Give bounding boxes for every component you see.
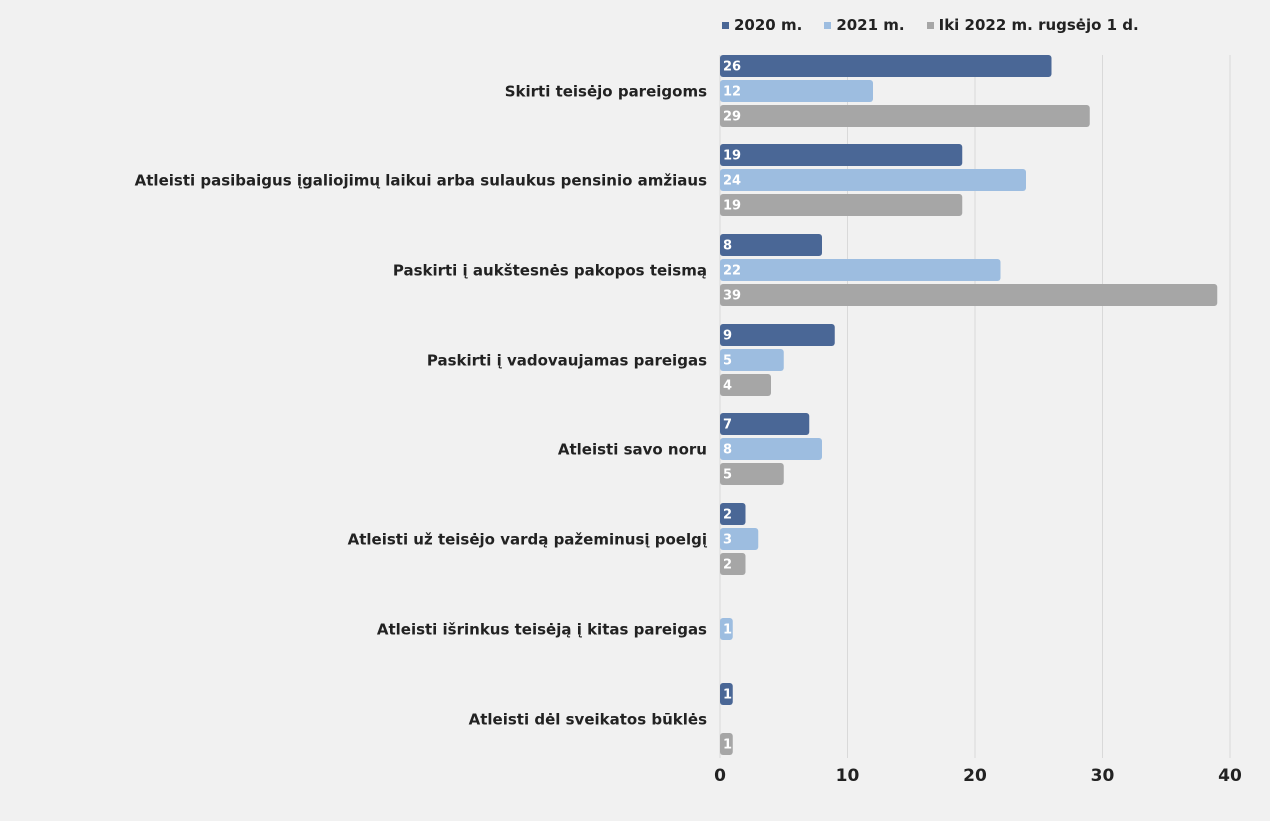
bar [720,169,1026,191]
bar [720,374,771,396]
bar [720,438,822,460]
data-label: 2 [723,558,732,573]
bar [720,324,835,346]
bar [720,144,963,166]
data-label: 24 [723,174,741,189]
legend-label-2022: Iki 2022 m. rugsėjo 1 d. [938,16,1139,34]
data-label: 12 [723,85,741,100]
data-label: 26 [723,60,741,75]
data-label: 1 [723,688,732,703]
legend-item-2020: 2020 m. [722,16,802,34]
bar [720,553,746,575]
bar [720,618,733,640]
data-label: 5 [723,468,732,483]
data-label: 39 [723,289,741,304]
data-label: 9 [723,329,732,344]
legend-swatch-2020 [722,21,729,29]
data-label: 4 [723,379,732,394]
bar [720,55,1052,77]
data-label: 1 [723,738,732,753]
x-tick-label: 40 [1218,766,1242,786]
x-tick-label: 30 [1091,766,1115,786]
category-label: Atleisti dėl sveikatos būklės [469,711,707,729]
category-label: Atleisti pasibaigus įgaliojimų laikui ar… [135,172,707,190]
bar [720,413,810,435]
category-label: Atleisti už teisėjo vardą pažeminusį poe… [348,531,708,549]
bar [720,80,873,102]
x-tick-label: 10 [836,766,860,786]
bar [720,463,784,485]
bar [720,259,1001,281]
category-label: Atleisti savo noru [558,441,707,459]
bar [720,105,1090,127]
category-label: Atleisti išrinkus teisėją į kitas pareig… [377,621,707,639]
data-label: 29 [723,110,741,125]
x-tick-label: 20 [963,766,987,786]
bar [720,683,733,705]
bar [720,234,822,256]
data-label: 22 [723,264,741,279]
bar [720,528,759,550]
bar [720,284,1218,306]
legend-label-2021: 2021 m. [836,16,905,34]
bar [720,503,746,525]
bar [720,194,963,216]
category-label: Skirti teisėjo pareigoms [505,83,707,101]
data-label: 8 [723,239,732,254]
data-label: 3 [723,533,732,548]
legend-item-2021: 2021 m. [824,16,905,34]
bar [720,733,733,755]
category-label: Paskirti į aukštesnės pakopos teismą [393,262,707,280]
data-label: 8 [723,443,732,458]
data-label: 1 [723,623,732,638]
legend-swatch-2022 [926,21,934,29]
category-label: Paskirti į vadovaujamas pareigas [427,352,707,370]
data-label: 2 [723,508,732,523]
data-label: 5 [723,354,732,369]
legend-swatch-2021 [824,21,832,29]
data-label: 19 [723,199,741,214]
bar [720,349,784,371]
legend-item-2022: Iki 2022 m. rugsėjo 1 d. [926,16,1139,34]
x-tick-label: 0 [714,766,726,786]
data-label: 7 [723,418,732,433]
data-label: 19 [723,149,741,164]
legend-label-2020: 2020 m. [734,16,803,34]
chart-legend: 2020 m. 2021 m. Iki 2022 m. rugsėjo 1 d. [722,16,1139,34]
